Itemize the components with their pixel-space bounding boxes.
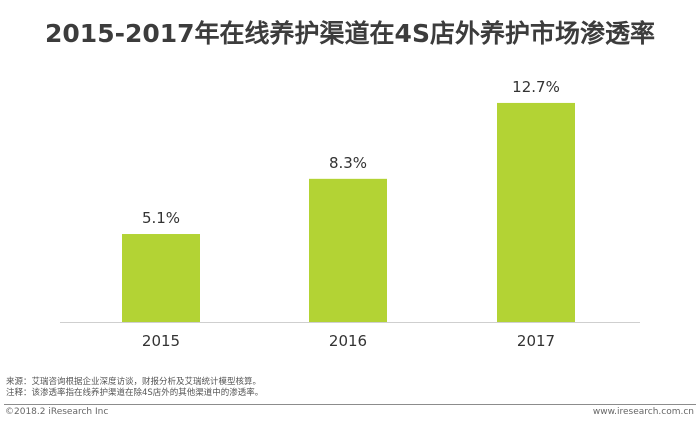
bar-labels-group: 5.1% 8.3% 12.7% [142, 78, 560, 227]
bar-2015 [122, 234, 200, 322]
bars-group [122, 102, 575, 322]
source-note: 来源：艾瑞咨询根据企业深度访谈，财报分析及艾瑞统计模型核算。 [6, 377, 262, 387]
x-tick-label-2016: 2016 [329, 332, 367, 350]
chart-notes: 来源：艾瑞咨询根据企业深度访谈，财报分析及艾瑞统计模型核算。 注释：该渗透率指在… [6, 377, 263, 399]
copyright-text: ©2018.2 iResearch Inc [5, 407, 109, 417]
tick-labels-group: 2015 2016 2017 [142, 332, 555, 350]
bar-2016 [309, 178, 387, 322]
data-label-2015: 5.1% [142, 209, 180, 227]
x-tick-label-2017: 2017 [517, 332, 555, 350]
website-link[interactable]: www.iresearch.com.cn [592, 407, 694, 417]
x-tick-label-2015: 2015 [142, 332, 180, 350]
data-label-2016: 8.3% [329, 154, 367, 172]
chart-title: 2015-2017年在线养护渠道在4S店外养护市场渗透率 [45, 19, 655, 48]
data-label-2017: 12.7% [512, 78, 560, 96]
footer-divider [4, 404, 696, 405]
footnote: 注释：该渗透率指在线养护渠道在除4S店外的其他渠道中的渗透率。 [6, 388, 264, 398]
bar-2017 [497, 102, 575, 322]
